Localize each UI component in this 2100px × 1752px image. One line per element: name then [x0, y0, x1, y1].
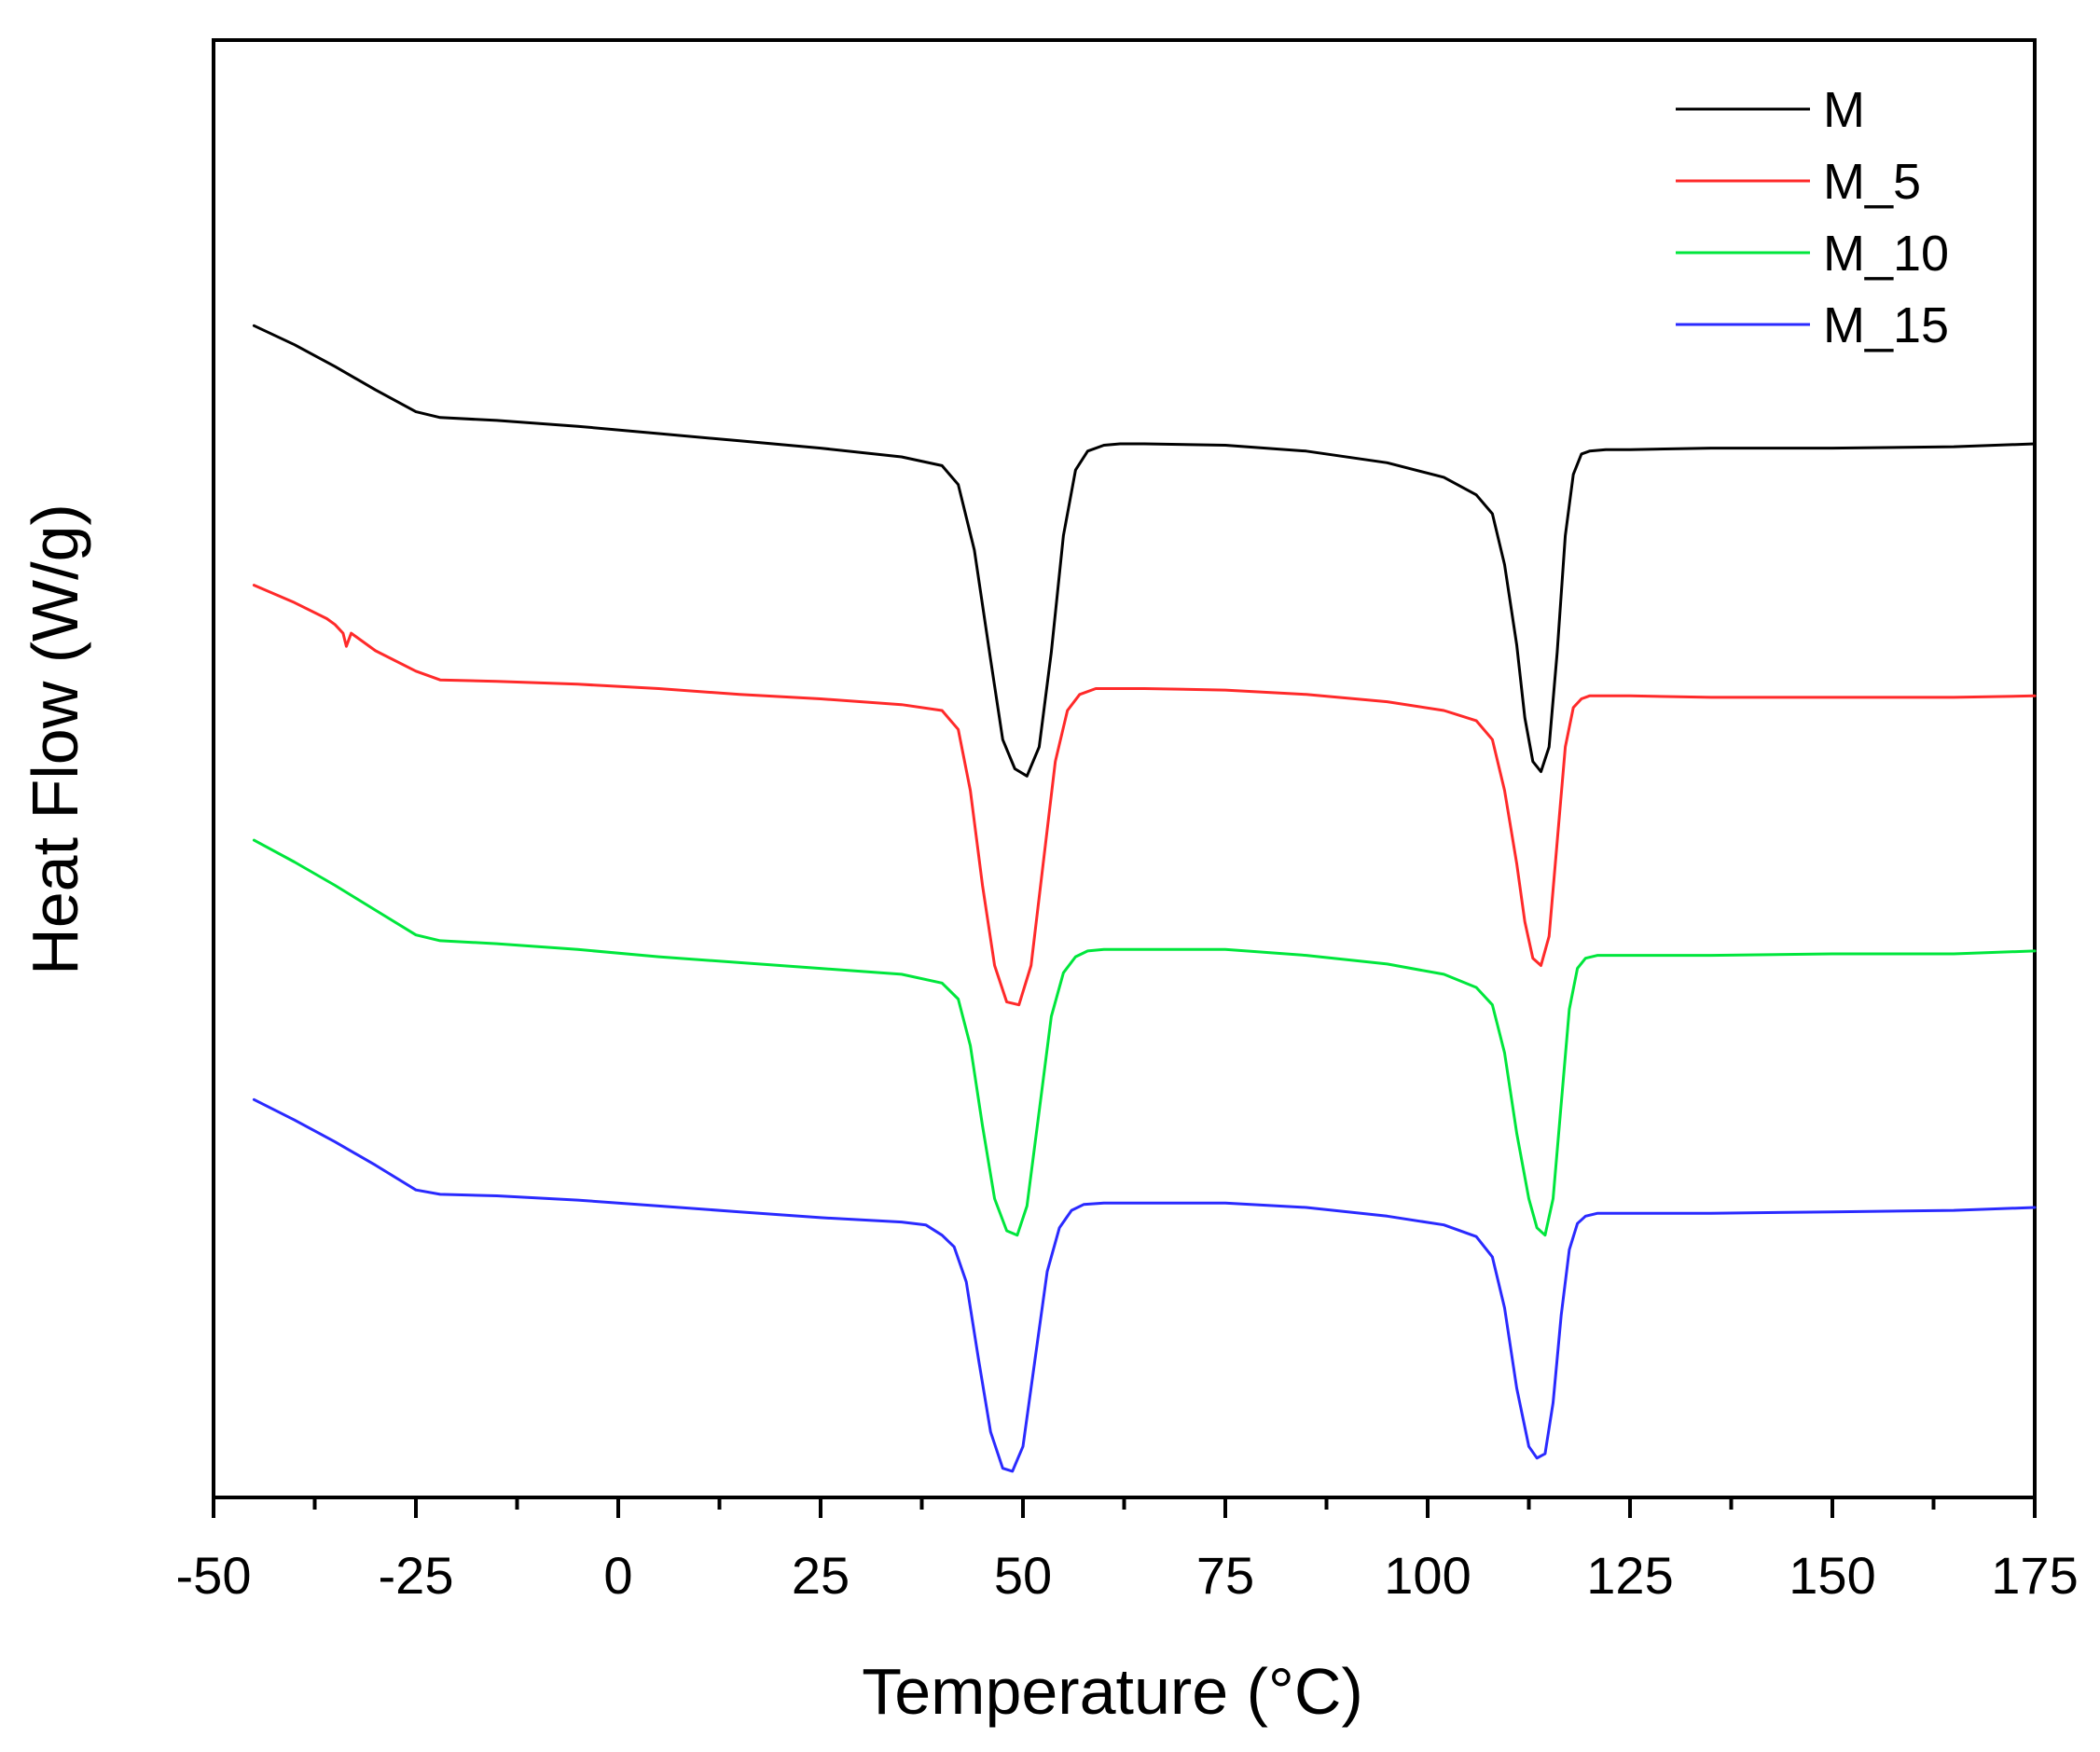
x-tick-label: 150 [1789, 1546, 1875, 1605]
x-tick-label: 175 [1991, 1546, 2078, 1605]
legend-label: M [1823, 82, 1865, 138]
x-tick-label: 50 [994, 1546, 1052, 1605]
series-layer [252, 324, 2037, 1473]
legend-label: M_15 [1823, 297, 1949, 353]
plot-frame [212, 38, 2037, 1499]
x-tick-label: 25 [792, 1546, 850, 1605]
x-tick-label: -50 [176, 1546, 252, 1605]
x-tick-label: -25 [379, 1546, 454, 1605]
x-axis-title: Temperature (°C) [862, 1655, 1363, 1728]
x-axis: -50 -25 0 25 50 75 100 125 150 175 [176, 1497, 2079, 1605]
x-tick-label: 0 [603, 1546, 632, 1605]
series-line-m-15 [252, 1097, 2037, 1473]
legend: M M_5 M_10 M_15 [1676, 82, 1949, 353]
x-tick-label: 125 [1586, 1546, 1673, 1605]
series-line-m-5 [252, 584, 2037, 1007]
series-line-m [252, 324, 2037, 778]
series-line-m-10 [252, 838, 2037, 1237]
x-tick-label: 75 [1196, 1546, 1254, 1605]
x-tick-label: 100 [1384, 1546, 1471, 1605]
legend-label: M_5 [1823, 154, 1921, 210]
y-axis-title: Heat Flow (W/g) [19, 504, 91, 975]
legend-label: M_10 [1823, 226, 1949, 282]
